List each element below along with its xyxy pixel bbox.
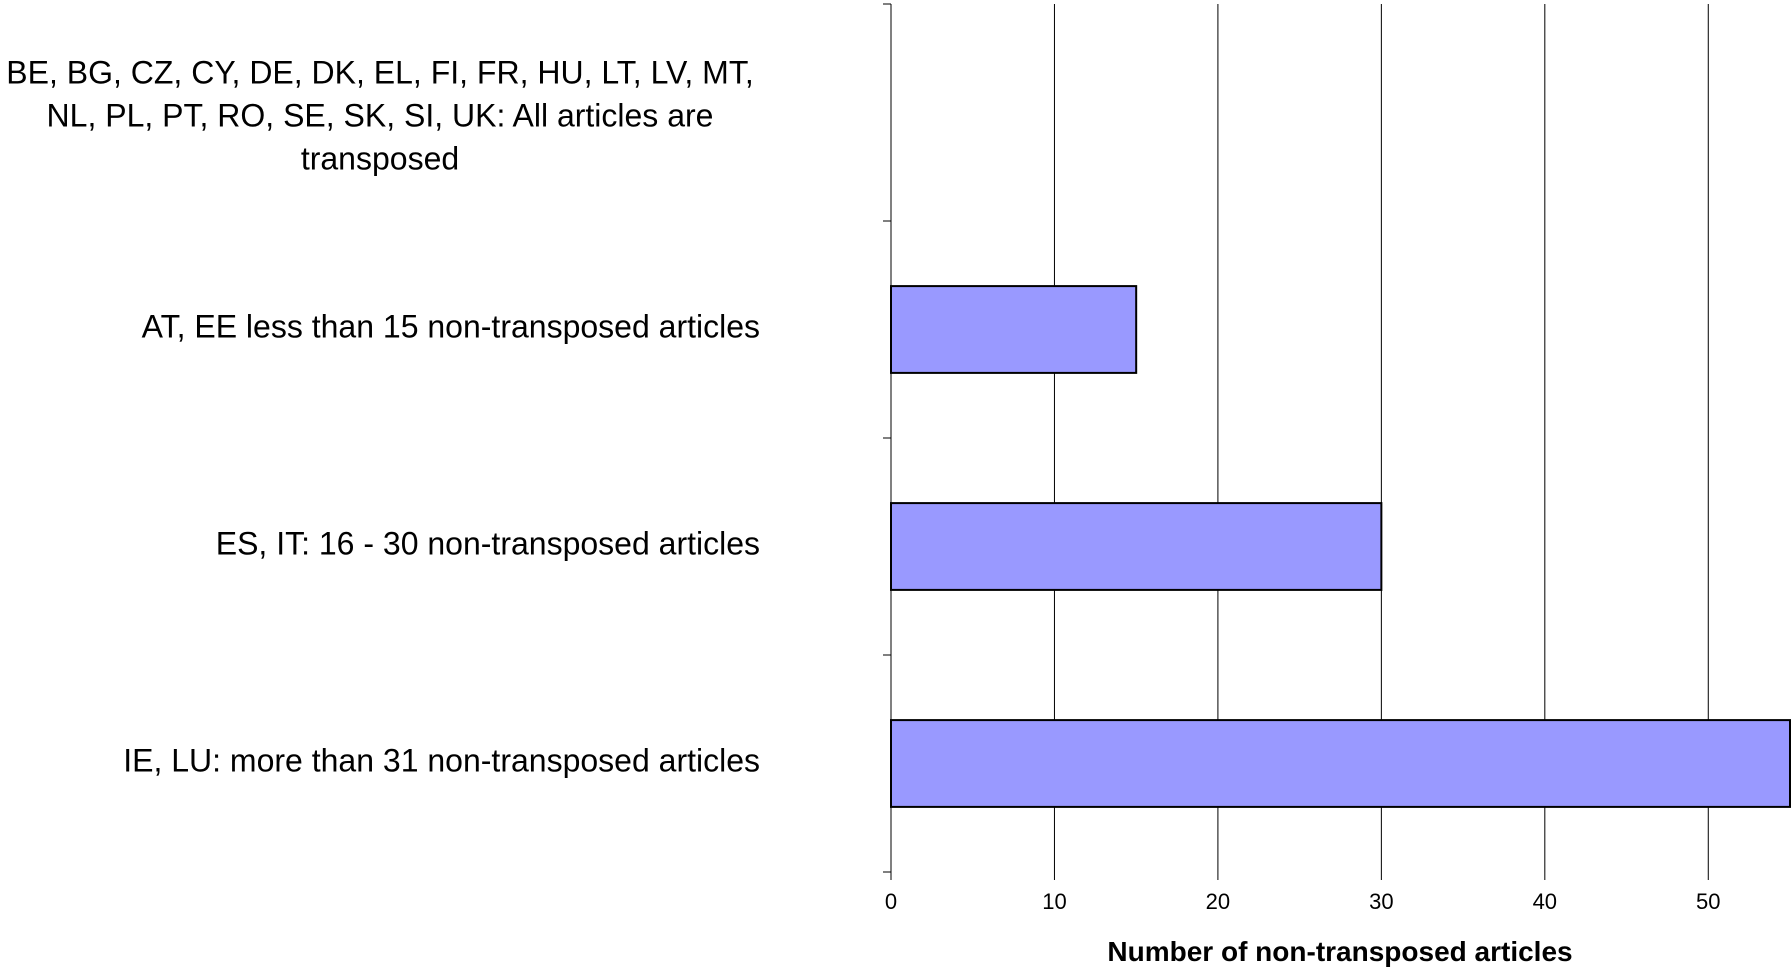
x-tick-label: 30	[1369, 889, 1393, 914]
category-label-line: NL, PL, PT, RO, SE, SK, SI, UK: All arti…	[46, 97, 714, 134]
x-tick-label: 0	[885, 889, 897, 914]
category-label-all-transposed: BE, BG, CZ, CY, DE, DK, EL, FI, FR, HU, …	[0, 52, 760, 181]
category-label-line: ES, IT: 16 - 30 non-transposed articles	[215, 525, 760, 562]
x-tick-label: 40	[1533, 889, 1557, 914]
category-label-line: BE, BG, CZ, CY, DE, DK, EL, FI, FR, HU, …	[6, 54, 754, 91]
category-label-line: AT, EE less than 15 non-transposed artic…	[141, 308, 760, 345]
x-tick-label: 10	[1042, 889, 1066, 914]
bar	[890, 285, 1138, 374]
category-label-line: transposed	[300, 140, 460, 177]
x-tick-label: 20	[1206, 889, 1230, 914]
x-axis-title: Number of non-transposed articles	[1107, 936, 1573, 967]
category-label-es-it: ES, IT: 16 - 30 non-transposed articles	[216, 523, 760, 566]
bar	[890, 502, 1383, 591]
bar	[890, 719, 1791, 808]
x-tick-label: 50	[1696, 889, 1720, 914]
category-label-line: IE, LU: more than 31 non-transposed arti…	[123, 742, 760, 779]
category-label-ie-lu: IE, LU: more than 31 non-transposed arti…	[123, 740, 760, 783]
category-label-at-ee: AT, EE less than 15 non-transposed artic…	[142, 306, 760, 349]
